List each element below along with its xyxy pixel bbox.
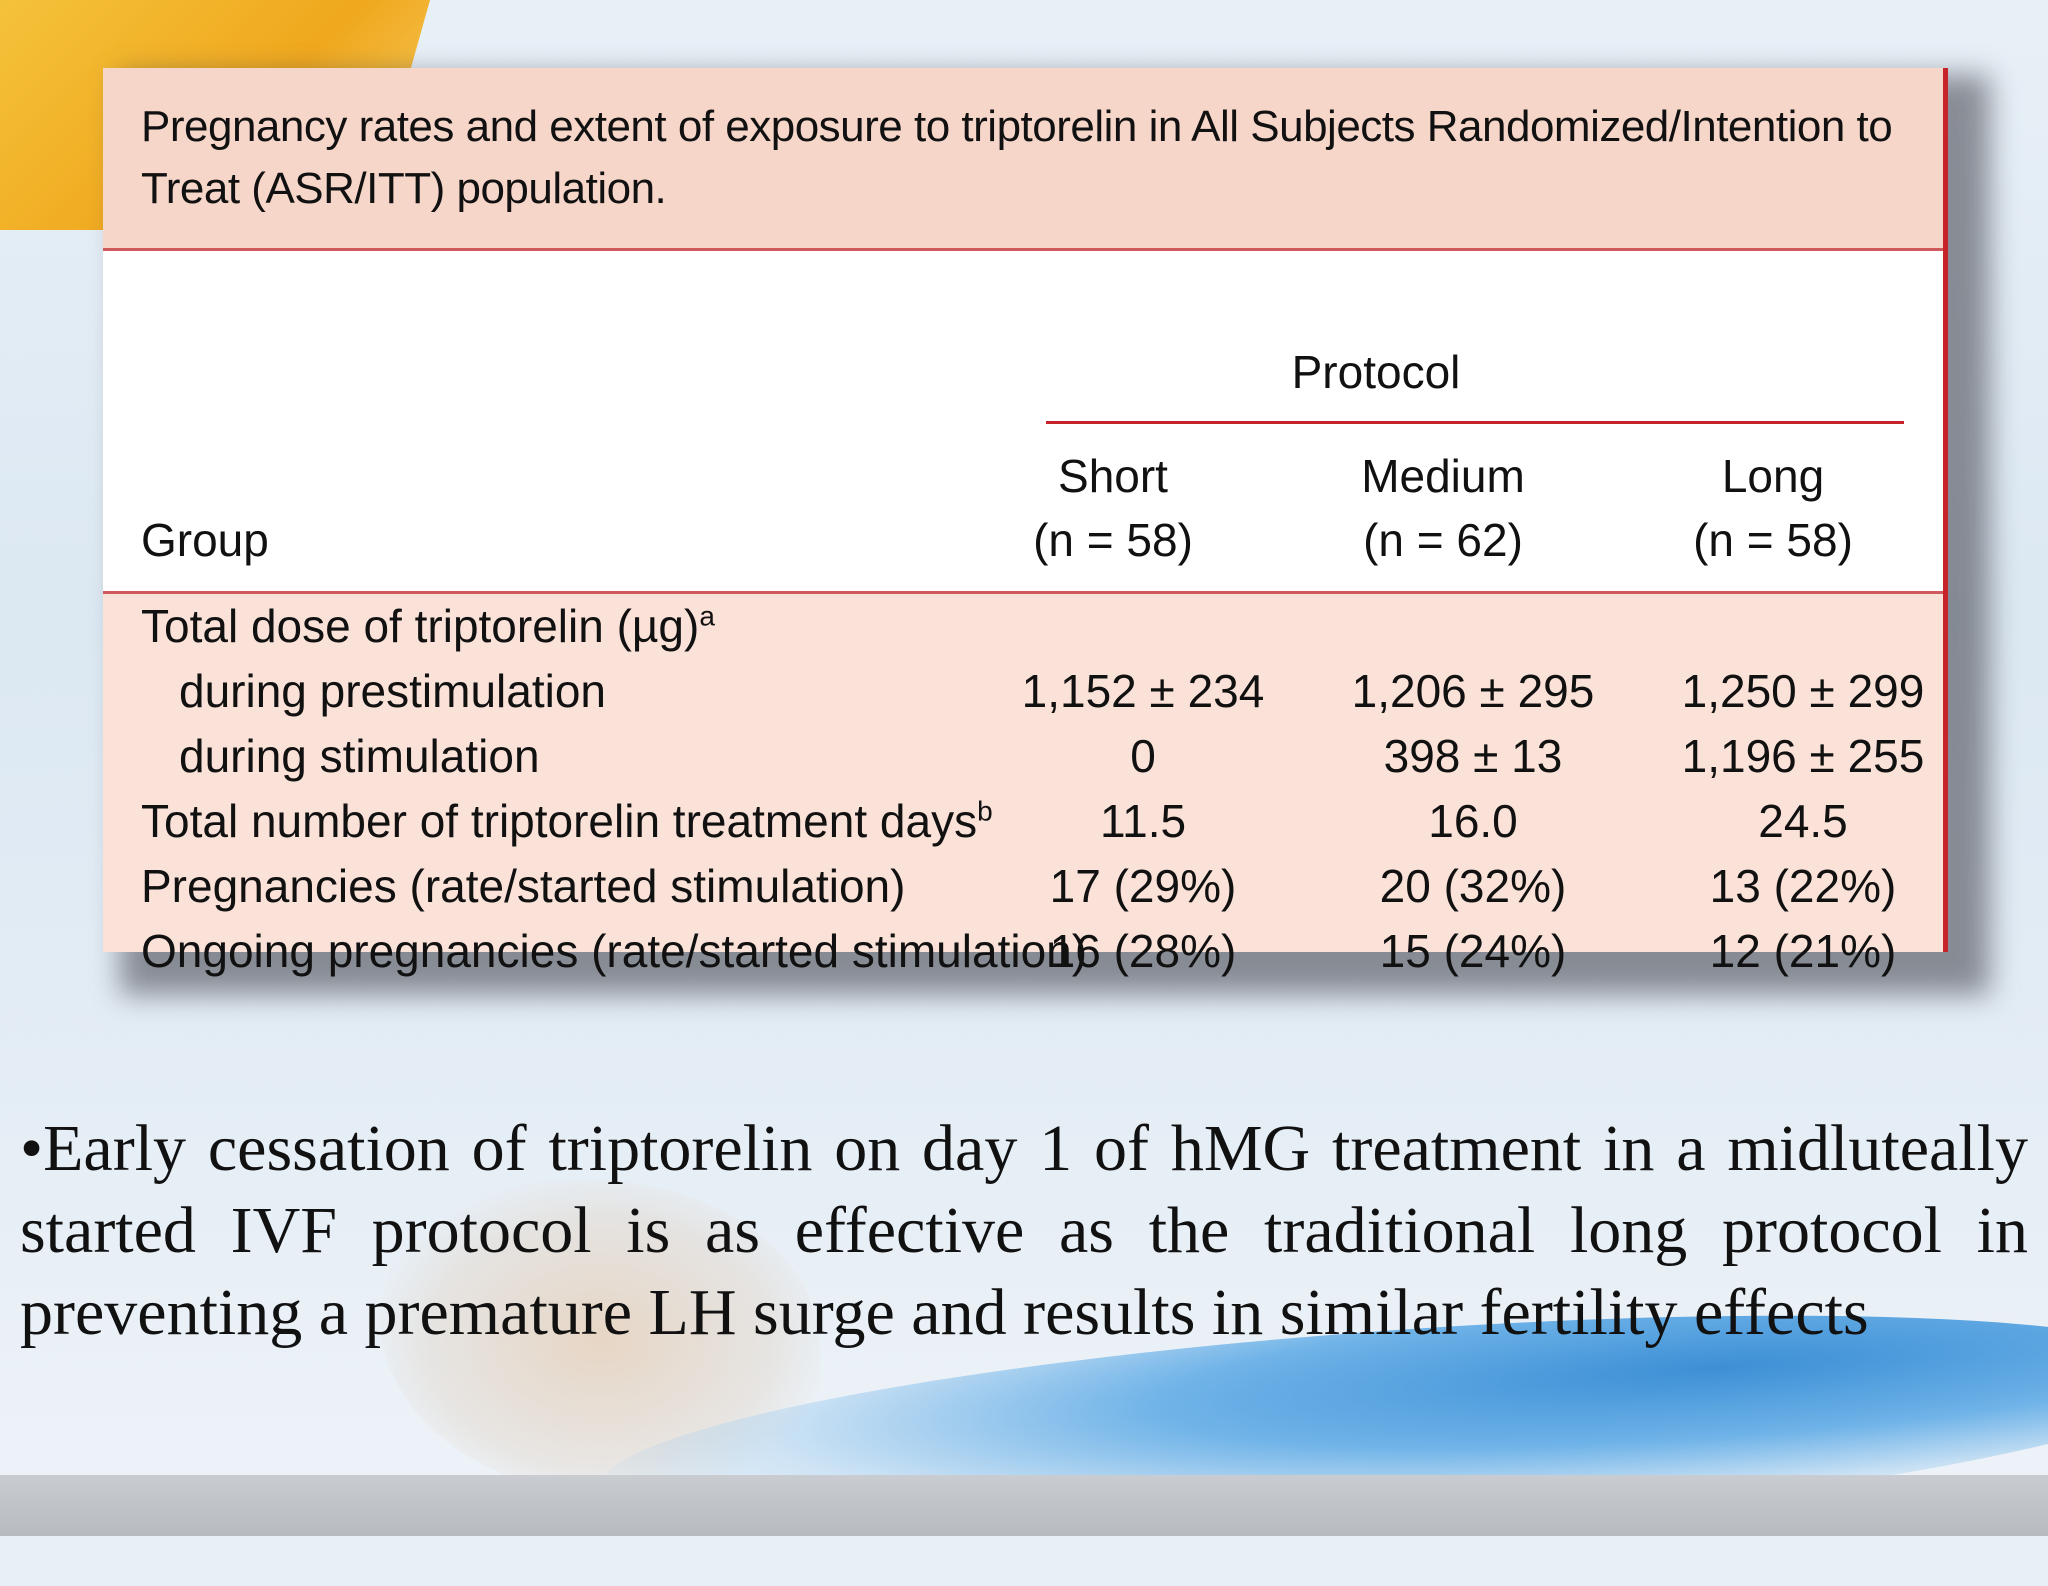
row-label: Ongoing pregnancies (rate/started stimul… <box>141 925 1088 977</box>
column-name: Medium <box>1361 450 1525 502</box>
row-label: Total dose of triptorelin (µg)a <box>141 600 715 652</box>
row-label: during prestimulation <box>179 665 607 717</box>
column-n: (n = 62) <box>1363 514 1523 566</box>
row-label: during stimulation <box>179 730 540 782</box>
column-header-long: Long (n = 58) <box>1633 444 1913 572</box>
protocol-divider <box>1046 421 1904 424</box>
table-cell: 0 <box>1130 730 1156 782</box>
table-cell: 11.5 <box>1099 795 1187 847</box>
group-header: Group <box>141 514 269 566</box>
table-cell: 12 (21%) <box>1709 925 1897 977</box>
table-header: Protocol Group Short (n = 58) Medium (n … <box>103 251 1943 594</box>
table-cell: 17 (29%) <box>1049 860 1237 912</box>
table-body: Total dose of triptorelin (µg)a during p… <box>103 594 1943 977</box>
column-name: Long <box>1721 450 1825 502</box>
table-cell: 1,196 ± 255 <box>1681 730 1925 782</box>
background-bottom-band <box>0 1475 2048 1536</box>
row-label: Pregnancies (rate/started stimulation) <box>141 860 906 912</box>
table-cell: 13 (22%) <box>1709 860 1897 912</box>
column-header-medium: Medium (n = 62) <box>1303 444 1583 572</box>
table-row: Ongoing pregnancies (rate/started stimul… <box>103 919 1943 984</box>
table-cell: 20 (32%) <box>1379 860 1567 912</box>
table-title: Pregnancy rates and extent of exposure t… <box>141 102 1893 213</box>
protocol-header: Protocol <box>1291 346 1461 398</box>
data-table: Pregnancy rates and extent of exposure t… <box>103 68 1948 977</box>
table-row: during prestimulation 1,152 ± 234 1,206 … <box>103 659 1943 724</box>
table-cell: 16 (28%) <box>1049 925 1237 977</box>
column-n: (n = 58) <box>1033 514 1193 566</box>
table-row: Total number of triptorelin treatment da… <box>103 789 1943 854</box>
table-title-bar: Pregnancy rates and extent of exposure t… <box>103 68 1943 251</box>
table-row: Total dose of triptorelin (µg)a <box>103 594 1943 659</box>
table-cell: 1,206 ± 295 <box>1351 665 1595 717</box>
table-cell: 24.5 <box>1758 795 1848 847</box>
table-cell: 1,152 ± 234 <box>1021 665 1265 717</box>
row-label: Total number of triptorelin treatment da… <box>141 795 993 847</box>
table-cell: 15 (24%) <box>1379 925 1567 977</box>
table-row: Pregnancies (rate/started stimulation) 1… <box>103 854 1943 919</box>
bullet-point-text: •Early cessation of triptorelin on day 1… <box>20 1112 2028 1349</box>
column-n: (n = 58) <box>1693 514 1853 566</box>
table-cell: 16.0 <box>1428 795 1518 847</box>
table-cell: 1,250 ± 299 <box>1681 665 1925 717</box>
column-name: Short <box>1058 450 1168 502</box>
table-row: during stimulation 0 398 ± 13 1,196 ± 25… <box>103 724 1943 789</box>
column-header-short: Short (n = 58) <box>973 444 1253 572</box>
table-cell: 398 ± 13 <box>1383 730 1563 782</box>
